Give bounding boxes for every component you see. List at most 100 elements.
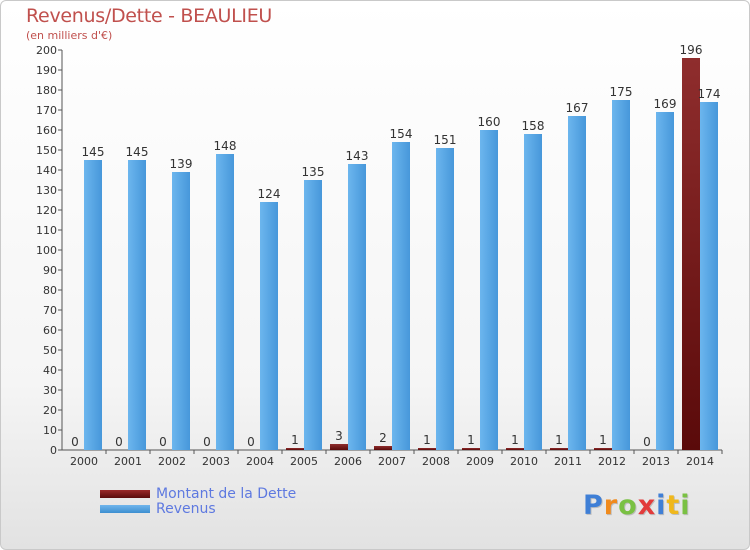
bar-revenue [656, 112, 674, 450]
x-tick-label: 2000 [70, 455, 98, 468]
bar-debt [330, 444, 348, 450]
value-label-debt: 1 [599, 433, 607, 447]
bar-debt [550, 448, 568, 450]
proxiti-logo: Proxiti [583, 490, 691, 521]
bar-revenue [568, 116, 586, 450]
logo-letter: i [656, 490, 667, 521]
x-tick-label: 2011 [554, 455, 582, 468]
logo-letter: i [680, 490, 691, 521]
logo-letter: P [583, 490, 604, 521]
chart-subtitle: (en milliers d'€) [26, 29, 113, 42]
bar-revenue [216, 154, 234, 450]
bar-revenue [524, 134, 542, 450]
x-tick-label: 2014 [686, 455, 714, 468]
x-tick-label: 2001 [114, 455, 142, 468]
bar-revenue [348, 164, 366, 450]
value-label-debt: 1 [291, 433, 299, 447]
y-tick-label: 20 [43, 404, 57, 417]
bar-revenue [700, 102, 718, 450]
y-tick-label: 170 [36, 104, 57, 117]
value-label-revenue: 154 [390, 127, 413, 141]
y-tick-label: 30 [43, 384, 57, 397]
value-label-revenue: 167 [566, 101, 589, 115]
bar-revenue [304, 180, 322, 450]
y-tick-label: 80 [43, 284, 57, 297]
y-tick-label: 60 [43, 324, 57, 337]
value-label-debt: 2 [379, 431, 387, 445]
x-tick-label: 2005 [290, 455, 318, 468]
bar-revenue [612, 100, 630, 450]
logo-letter: t [666, 490, 681, 521]
y-tick-label: 40 [43, 364, 57, 377]
value-label-debt: 0 [71, 435, 79, 449]
value-label-revenue: 145 [82, 145, 105, 159]
bar-debt [286, 448, 304, 450]
value-label-debt: 0 [159, 435, 167, 449]
value-label-debt: 1 [555, 433, 563, 447]
bar-revenue [436, 148, 454, 450]
legend-swatch-debt [100, 489, 150, 498]
legend-item-revenue: Revenus [100, 500, 296, 517]
y-tick-label: 140 [36, 164, 57, 177]
value-label-revenue: 124 [258, 187, 281, 201]
y-tick-label: 200 [36, 44, 57, 57]
legend-item-debt: Montant de la Dette [100, 485, 297, 502]
bar-debt [506, 448, 524, 450]
x-tick-label: 2006 [334, 455, 362, 468]
y-tick-label: 70 [43, 304, 57, 317]
x-tick-label: 2010 [510, 455, 538, 468]
y-tick-label: 10 [43, 424, 57, 437]
y-tick-label: 110 [36, 224, 57, 237]
x-tick-label: 2007 [378, 455, 406, 468]
y-tick-label: 150 [36, 144, 57, 157]
value-label-revenue: 143 [346, 149, 369, 163]
value-label-debt: 1 [467, 433, 475, 447]
value-label-debt: 196 [680, 43, 703, 57]
y-tick-label: 130 [36, 184, 57, 197]
x-tick-label: 2008 [422, 455, 450, 468]
bar-revenue [128, 160, 146, 450]
y-tick-label: 180 [36, 84, 57, 97]
value-label-revenue: 135 [302, 165, 325, 179]
x-tick-label: 2009 [466, 455, 494, 468]
chart-title: Revenus/Dette - BEAULIEU [26, 5, 273, 27]
bars [84, 58, 718, 450]
y-tick-label: 90 [43, 264, 57, 277]
value-labels: 0 145 0 145 0 139 0 148 0 124 1 135 3 143 2 154 1 151 1 160… [71, 43, 720, 449]
axes: 0102030405060708090100110120130140150160… [36, 44, 723, 468]
bar-debt [418, 448, 436, 450]
value-label-revenue: 148 [214, 139, 237, 153]
bar-debt [682, 58, 700, 450]
bar-revenue [392, 142, 410, 450]
value-label-revenue: 169 [654, 97, 677, 111]
bar-debt [374, 446, 392, 450]
x-tick-label: 2003 [202, 455, 230, 468]
value-label-debt: 0 [643, 435, 651, 449]
y-tick-label: 50 [43, 344, 57, 357]
y-tick-label: 100 [36, 244, 57, 257]
bar-revenue [84, 160, 102, 450]
bar-revenue [172, 172, 190, 450]
legend-label-revenue: Revenus [156, 500, 216, 517]
value-label-revenue: 139 [170, 157, 193, 171]
legend-label-debt: Montant de la Dette [156, 485, 297, 502]
value-label-debt: 1 [511, 433, 519, 447]
legend: Montant de la Dette Revenus [100, 485, 297, 517]
bar-debt [594, 448, 612, 450]
bar-debt [462, 448, 480, 450]
value-label-revenue: 175 [610, 85, 633, 99]
y-tick-label: 190 [36, 64, 57, 77]
x-tick-label: 2012 [598, 455, 626, 468]
x-tick-label: 2013 [642, 455, 670, 468]
value-label-debt: 0 [115, 435, 123, 449]
bar-revenue [480, 130, 498, 450]
value-label-revenue: 145 [126, 145, 149, 159]
logo-letter: x [637, 490, 657, 521]
y-tick-label: 0 [50, 444, 57, 457]
y-tick-label: 120 [36, 204, 57, 217]
value-label-revenue: 158 [522, 119, 545, 133]
value-label-debt: 3 [335, 429, 343, 443]
value-label-debt: 0 [247, 435, 255, 449]
value-label-revenue: 174 [698, 87, 721, 101]
